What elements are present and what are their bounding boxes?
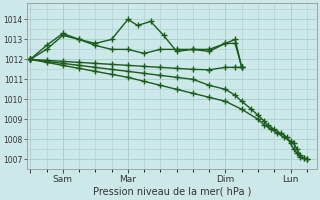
X-axis label: Pression niveau de la mer( hPa ): Pression niveau de la mer( hPa ) [92,187,251,197]
